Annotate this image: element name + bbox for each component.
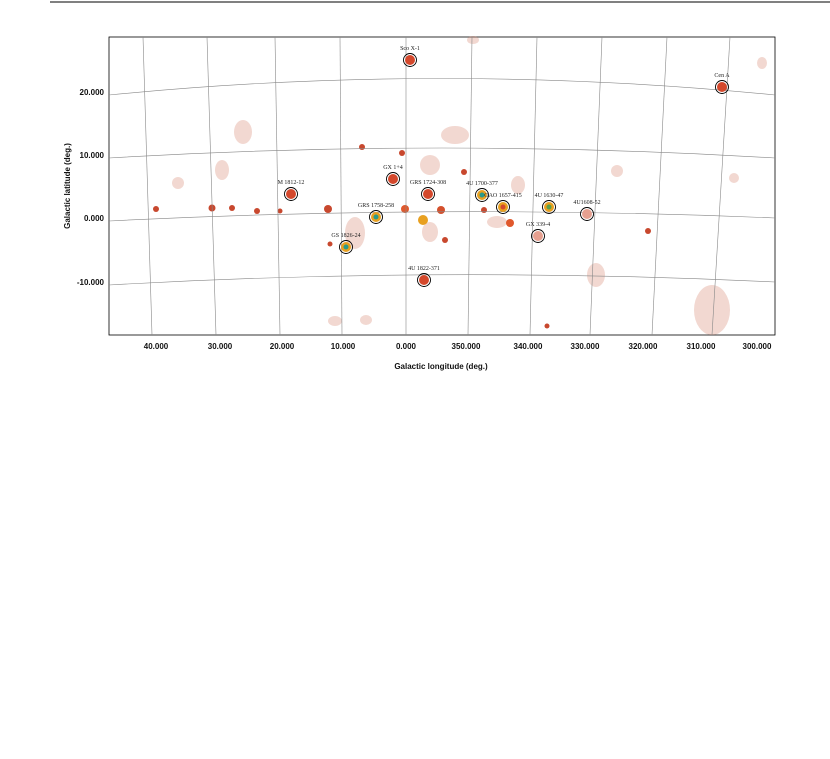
source: 4U1608-52 bbox=[573, 200, 601, 221]
source-ring bbox=[580, 207, 594, 221]
source-label: GS 1826-24 bbox=[331, 233, 360, 239]
y-tick-label: 0.000 bbox=[84, 214, 105, 223]
x-tick-label: 0.000 bbox=[396, 342, 417, 351]
source-core bbox=[419, 275, 429, 285]
source-label: GX 1+4 bbox=[383, 165, 403, 171]
source-ring bbox=[403, 53, 417, 67]
source-ring bbox=[496, 200, 510, 214]
map-frame bbox=[108, 36, 776, 336]
source-label: 4U 1822-371 bbox=[408, 266, 440, 272]
source: GRS 1724-308 bbox=[410, 180, 446, 201]
x-axis-label: Galactic longitude (deg.) bbox=[394, 362, 488, 371]
source-ring bbox=[417, 273, 431, 287]
source-label: M 1812-12 bbox=[278, 180, 305, 186]
y-tick-label: 10.000 bbox=[80, 151, 105, 160]
x-tick-label: 330.000 bbox=[571, 342, 600, 351]
source: Sco X-1 bbox=[400, 46, 420, 67]
x-tick-label: 320.000 bbox=[629, 342, 658, 351]
map bbox=[108, 36, 776, 336]
source-core bbox=[423, 189, 433, 199]
source: GX 339-4 bbox=[526, 222, 550, 243]
source-center bbox=[343, 244, 349, 250]
source-ring bbox=[421, 187, 435, 201]
source-label: 4U 1630-47 bbox=[535, 193, 564, 199]
source: 4U 1630-47 bbox=[535, 193, 564, 214]
source-core bbox=[717, 82, 727, 92]
source-core bbox=[388, 174, 398, 184]
x-tick-label: 20.000 bbox=[270, 342, 295, 351]
source-ring bbox=[715, 80, 729, 94]
source: M 1812-12 bbox=[278, 180, 305, 201]
source-label: GRS 1758-258 bbox=[358, 203, 394, 209]
source: GX 1+4 bbox=[383, 165, 403, 186]
source: GRS 1758-258 bbox=[358, 203, 394, 224]
x-tick-label: 30.000 bbox=[208, 342, 233, 351]
source-center bbox=[546, 204, 552, 210]
source-core bbox=[405, 55, 415, 65]
source: Cen A bbox=[714, 73, 730, 94]
x-tick-label: 300.000 bbox=[743, 342, 772, 351]
source-label: GRS 1724-308 bbox=[410, 180, 446, 186]
source-label: 4U 1700-377 bbox=[466, 181, 498, 187]
source-ring bbox=[386, 172, 400, 186]
source-center bbox=[479, 192, 485, 198]
y-tick-label: -10.000 bbox=[77, 278, 105, 287]
y-axis-label: Galactic latitude (deg.) bbox=[63, 143, 72, 229]
source-ring bbox=[284, 187, 298, 201]
source: OAO 1657-415 bbox=[484, 193, 522, 214]
source-center bbox=[373, 214, 379, 220]
x-tick-label: 310.000 bbox=[687, 342, 716, 351]
source-label: Sco X-1 bbox=[400, 46, 420, 52]
source-center bbox=[500, 204, 506, 210]
source-ring bbox=[369, 210, 383, 224]
source-label: GX 339-4 bbox=[526, 222, 550, 228]
source-ring bbox=[339, 240, 353, 254]
source-core bbox=[286, 189, 296, 199]
coordinate-grid bbox=[108, 36, 776, 336]
source-core bbox=[533, 231, 543, 241]
x-tick-label: 40.000 bbox=[144, 342, 169, 351]
x-tick-label: 350.000 bbox=[452, 342, 481, 351]
source: GS 1826-24 bbox=[331, 233, 361, 254]
diffuse-emission bbox=[172, 36, 767, 335]
source-label: Cen A bbox=[714, 73, 730, 79]
source-ring bbox=[475, 188, 489, 202]
source-label: 4U1608-52 bbox=[573, 200, 600, 206]
x-tick-label: 340.000 bbox=[514, 342, 543, 351]
source: 4U 1822-371 bbox=[408, 266, 440, 287]
source-label: OAO 1657-415 bbox=[484, 193, 522, 199]
x-tick-label: 10.000 bbox=[331, 342, 356, 351]
y-tick-label: 20.000 bbox=[80, 88, 105, 97]
source-ring bbox=[542, 200, 556, 214]
source-ring bbox=[531, 229, 545, 243]
source-core bbox=[582, 209, 592, 219]
source: 4U 1700-377 bbox=[466, 181, 498, 202]
